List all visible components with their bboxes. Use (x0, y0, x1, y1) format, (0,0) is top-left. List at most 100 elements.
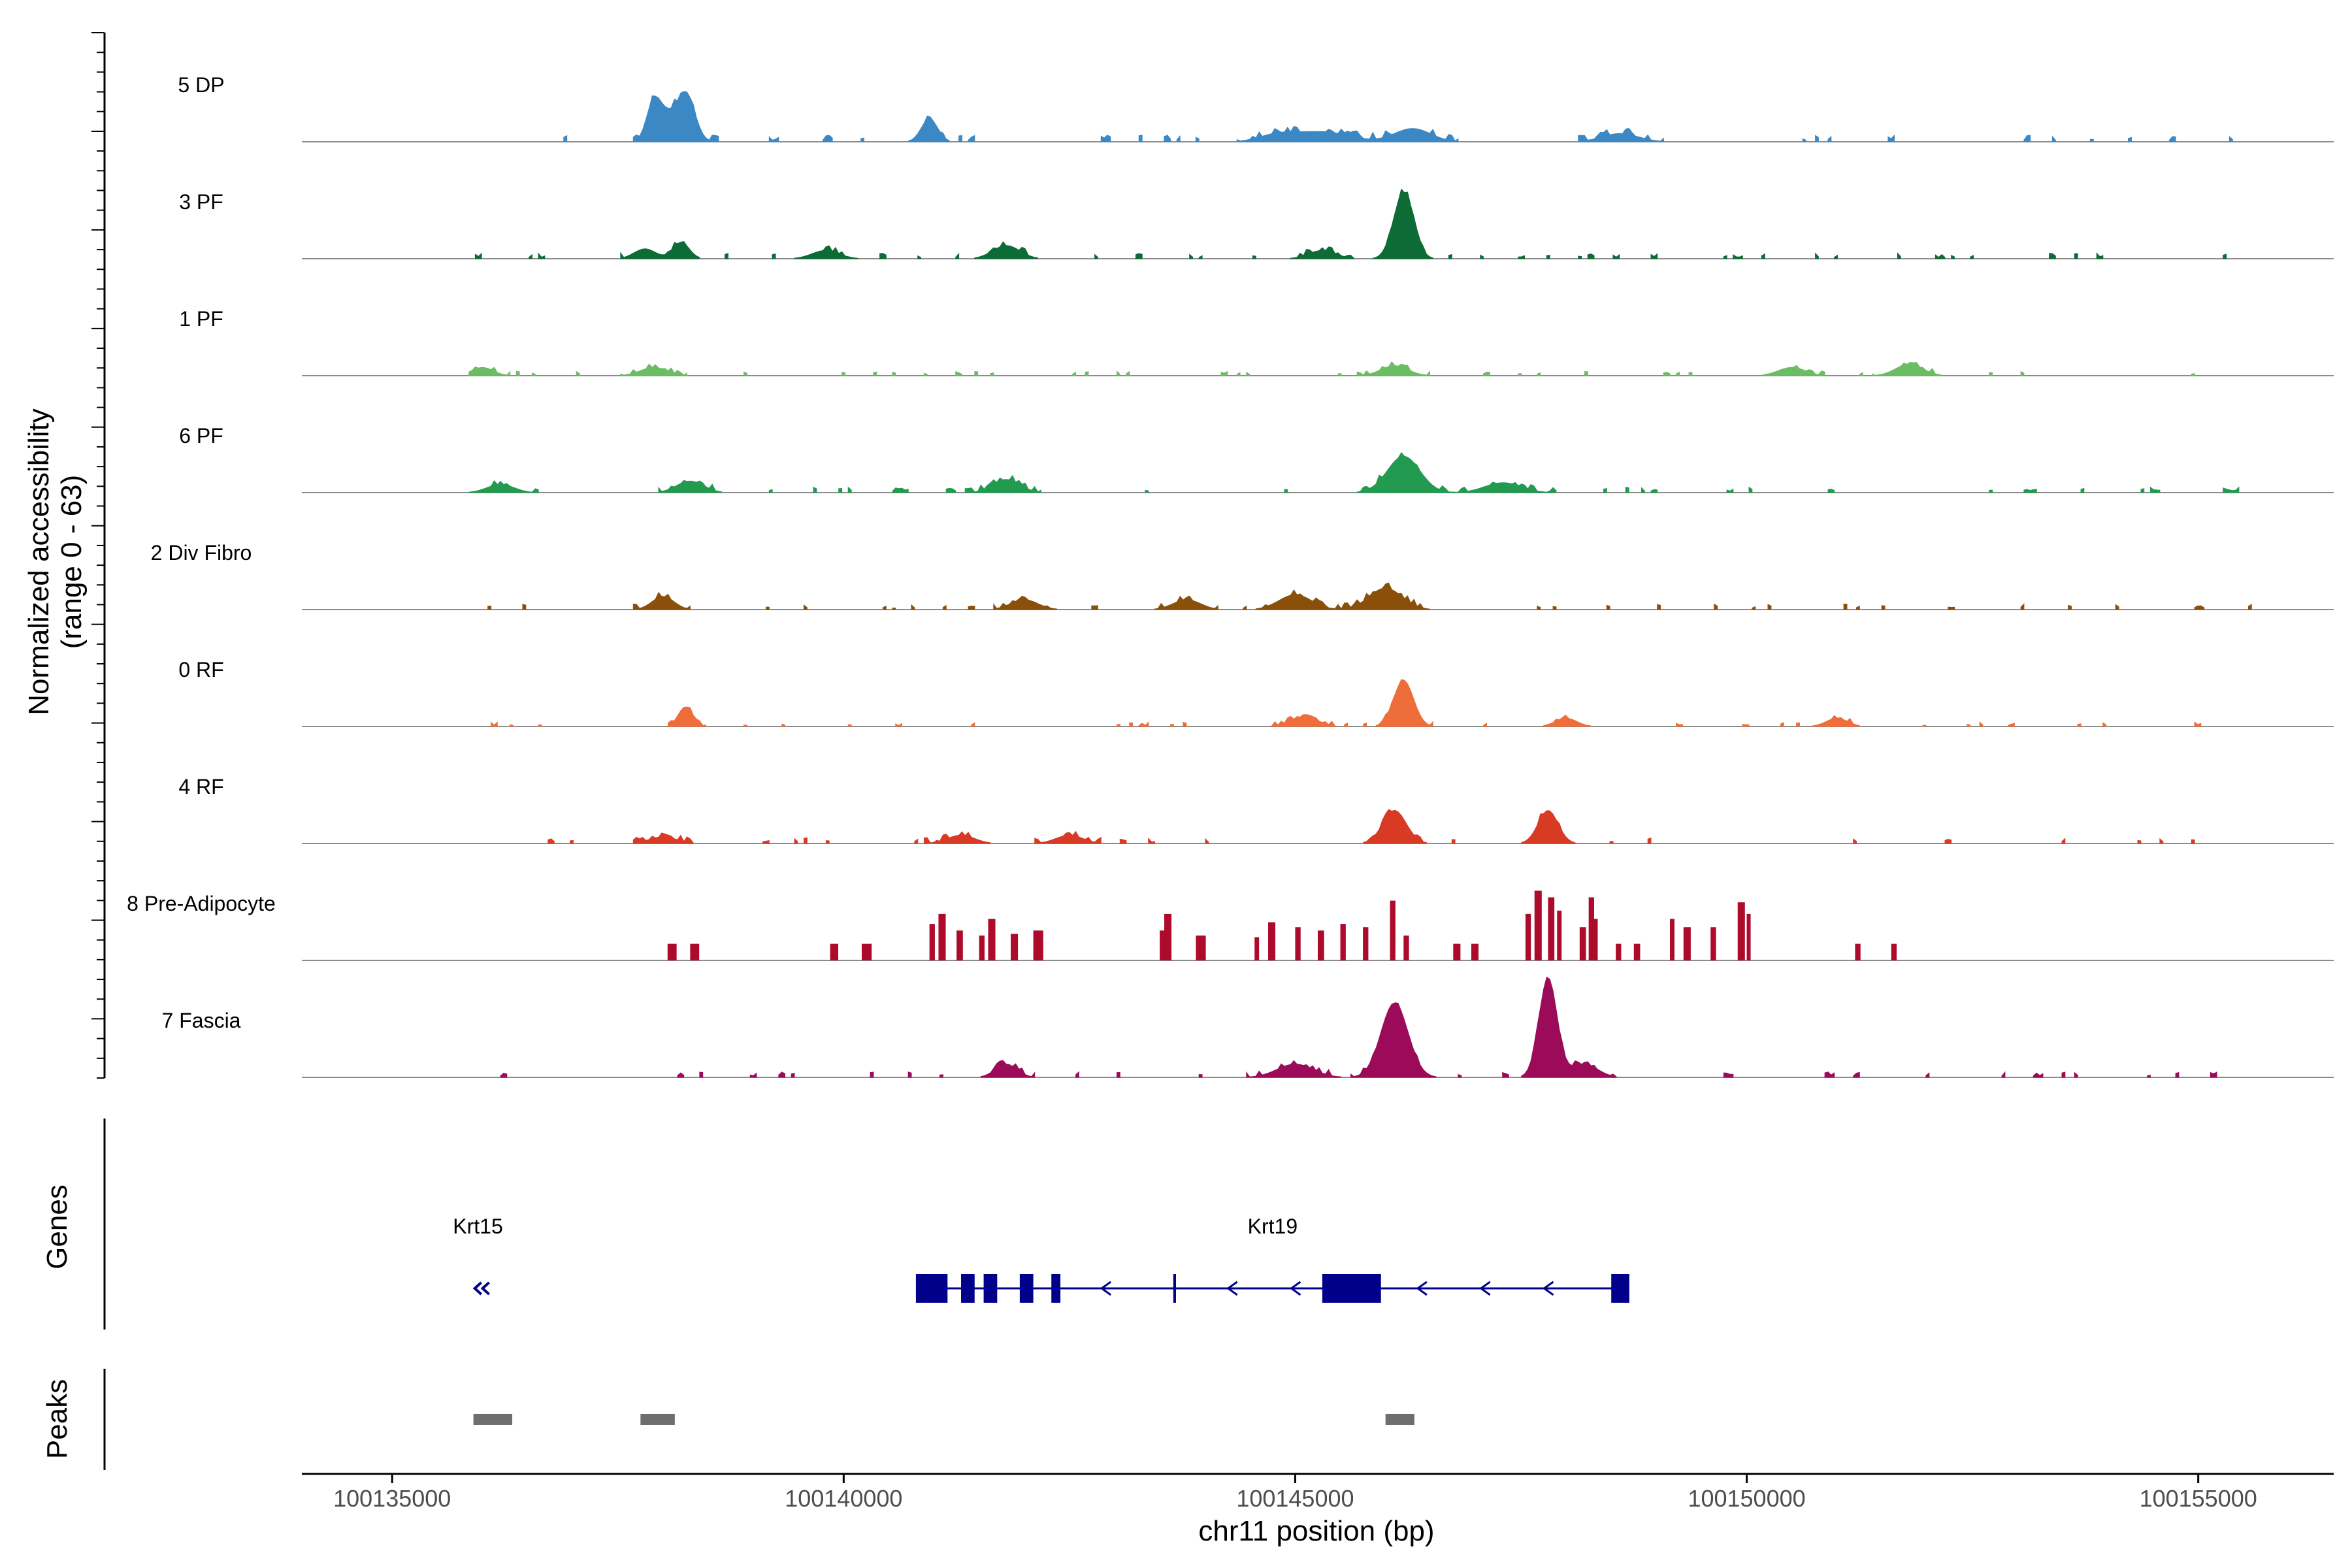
coverage-area (1518, 373, 1522, 376)
coverage-area (2191, 373, 2195, 376)
track-label: 2 Div Fibro (151, 541, 252, 564)
coverage-area (1676, 371, 1680, 376)
x-tick-label: 100155000 (2140, 1485, 2257, 1512)
coverage-area (847, 486, 852, 493)
gene-label: Krt19 (1248, 1215, 1298, 1238)
coverage-area (1148, 838, 1155, 844)
coverage-area (1606, 604, 1610, 610)
coverage-area (1663, 372, 1671, 376)
x-tick-label: 100145000 (1236, 1485, 1354, 1512)
coverage-area (1344, 722, 1348, 727)
coverage-area (1897, 252, 1901, 259)
coverage-area (474, 252, 482, 259)
coverage-area (1853, 1071, 1860, 1078)
coverage-area (2090, 139, 2094, 142)
coverage-area (1183, 721, 1187, 727)
coverage-area (1714, 603, 1718, 610)
coverage-area (1246, 1060, 1342, 1078)
coverage-area (1603, 487, 1607, 493)
coverage-bar (1033, 930, 1043, 960)
coverage-bar (956, 930, 963, 960)
coverage-bar (1548, 897, 1555, 960)
coverage-bar (1340, 924, 1346, 960)
coverage-bar (1737, 902, 1745, 960)
coverage-area (2020, 370, 2025, 376)
coverage-area (838, 487, 843, 493)
coverage-area (971, 722, 975, 727)
coverage-area (958, 135, 962, 142)
coverage-area (1812, 715, 1860, 727)
coverage-area (1761, 253, 1765, 259)
strand-chevron (472, 1281, 490, 1296)
coverage-bar (1891, 943, 1897, 960)
coverage-area (1138, 135, 1143, 142)
coverage-area (522, 604, 527, 610)
track-label: 3 PF (179, 190, 223, 214)
coverage-area (2115, 604, 2119, 610)
coverage-area (1935, 253, 1946, 259)
y-axis-title-line-1: Normalized accessibility (23, 408, 55, 715)
coverage-area (1647, 837, 1652, 844)
coverage-area (1195, 137, 1200, 142)
coverage-area (1815, 252, 1819, 259)
track-1-pf: 1 PF (179, 307, 2334, 376)
coverage-area (515, 370, 520, 376)
coverage-area (1537, 372, 1541, 376)
coverage-area (677, 1072, 685, 1078)
coverage-area (1372, 188, 1433, 259)
coverage-area (1859, 372, 1863, 376)
track-0-rf: 0 RF (178, 658, 2334, 727)
coverage-bar (1011, 934, 1019, 960)
coverage-area (2008, 723, 2015, 727)
coverage-area (892, 607, 896, 610)
strand-chevron (1542, 1281, 1554, 1296)
coverage-bar (1363, 927, 1369, 960)
coverage-area (942, 604, 947, 610)
coverage-area (1742, 723, 1750, 727)
coverage-area (791, 1072, 795, 1078)
track-8-pre-adipocyte: 8 Pre-Adipocyte (127, 890, 2334, 961)
coverage-area (1856, 606, 1860, 610)
track-label: 5 DP (178, 73, 224, 97)
coverage-area (2210, 1071, 2217, 1078)
coverage-area (510, 724, 514, 727)
coverage-area (2194, 721, 2202, 727)
coverage-area (1767, 604, 1772, 610)
coverage-area (2175, 1071, 2180, 1078)
coverage-area (2191, 839, 2195, 844)
coverage-area (668, 706, 706, 727)
coverage-area (860, 137, 864, 142)
coverage-area (1726, 488, 1734, 493)
coverage-area (1688, 372, 1693, 376)
coverage-area (1625, 486, 1629, 493)
coverage-area (1502, 1071, 1509, 1078)
gene-exon (961, 1274, 975, 1303)
coverage-area (1657, 604, 1661, 610)
coverage-area (1363, 809, 1428, 844)
coverage-area (1989, 489, 1993, 493)
coverage-bar (861, 943, 872, 960)
coverage-area (1650, 489, 1658, 493)
coverage-bar (1254, 937, 1260, 960)
gene-krt19: Krt19 (915, 1215, 1629, 1303)
coverage-area (1843, 603, 1848, 610)
coverage-area (1676, 723, 1683, 727)
coverage-area (2074, 253, 2078, 259)
coverage-area (841, 372, 845, 376)
coverage-area (939, 1074, 943, 1078)
coverage-area (892, 371, 896, 376)
coverage-area (632, 832, 694, 844)
coverage-area (1796, 722, 1800, 727)
coverage-area (1584, 371, 1588, 376)
coverage-area (1100, 135, 1111, 142)
coverage-area (632, 591, 691, 610)
coverage-area (2102, 722, 2107, 727)
coverage-area (895, 723, 902, 727)
coverage-area (911, 604, 915, 610)
coverage-area (2077, 723, 2082, 727)
coverage-area (1252, 255, 1256, 259)
coverage-area (883, 606, 887, 610)
coverage-area (532, 372, 536, 376)
coverage-area (1189, 253, 1194, 259)
coverage-area (825, 840, 830, 844)
